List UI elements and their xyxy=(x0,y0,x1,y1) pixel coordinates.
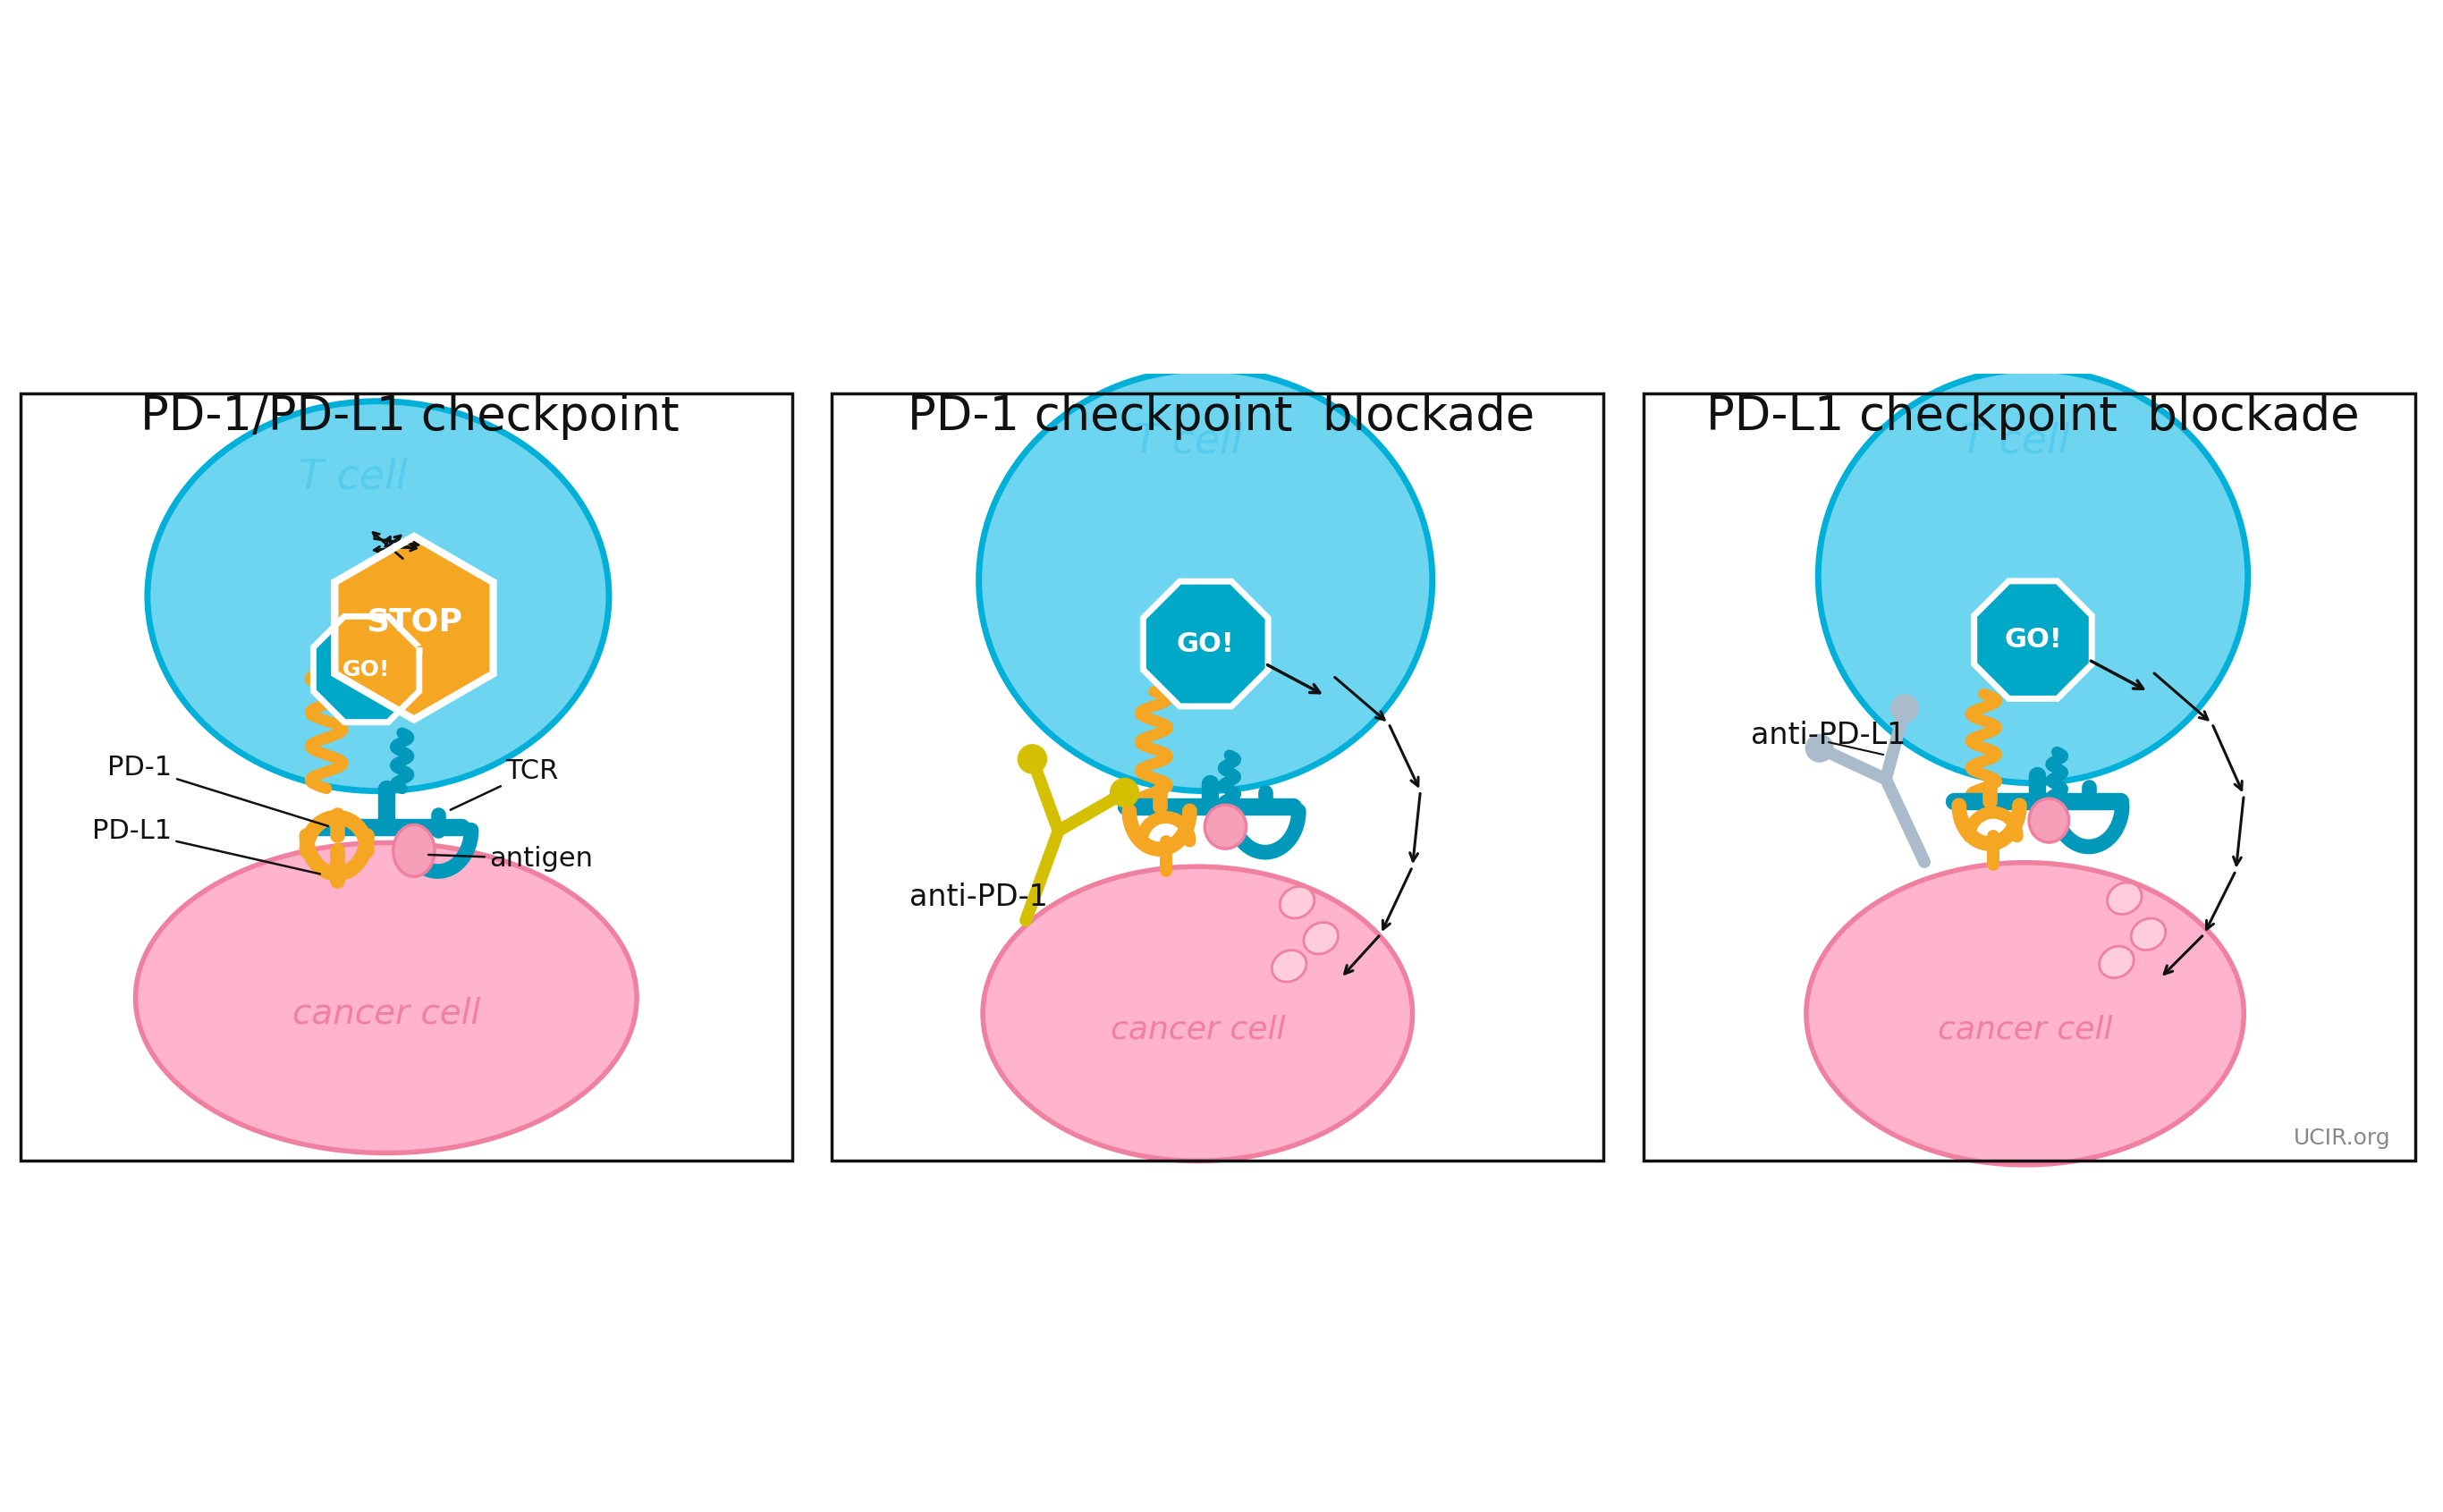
Ellipse shape xyxy=(2130,918,2164,950)
Text: TCR: TCR xyxy=(450,759,559,810)
Text: GO!: GO! xyxy=(2003,627,2062,653)
Circle shape xyxy=(1109,779,1138,807)
Text: PD-L1 checkpoint  blockade: PD-L1 checkpoint blockade xyxy=(1705,393,2360,440)
Text: antigen: antigen xyxy=(428,847,594,872)
Text: STOP: STOP xyxy=(366,606,462,637)
Text: UCIR.org: UCIR.org xyxy=(2294,1128,2392,1149)
Polygon shape xyxy=(313,617,420,723)
Text: cancer cell: cancer cell xyxy=(1937,1015,2113,1045)
Circle shape xyxy=(1891,694,1918,723)
Circle shape xyxy=(1805,735,1832,762)
Ellipse shape xyxy=(1204,804,1246,848)
Text: cancer cell: cancer cell xyxy=(1109,1015,1285,1045)
Polygon shape xyxy=(1143,582,1268,706)
Ellipse shape xyxy=(1273,950,1307,981)
Ellipse shape xyxy=(1818,369,2248,783)
Text: anti-PD-L1: anti-PD-L1 xyxy=(1752,721,1906,750)
Polygon shape xyxy=(1974,581,2091,699)
Text: GO!: GO! xyxy=(342,659,391,680)
Ellipse shape xyxy=(1805,863,2243,1164)
Text: GO!: GO! xyxy=(1178,631,1234,656)
Text: anti-PD-1: anti-PD-1 xyxy=(909,883,1048,912)
Ellipse shape xyxy=(147,401,608,791)
Ellipse shape xyxy=(1305,922,1339,954)
Text: T cell: T cell xyxy=(298,458,408,497)
Ellipse shape xyxy=(980,369,1432,791)
Text: T cell: T cell xyxy=(1134,422,1243,461)
Ellipse shape xyxy=(2099,947,2133,978)
Ellipse shape xyxy=(982,866,1412,1161)
Ellipse shape xyxy=(1280,886,1314,918)
Circle shape xyxy=(1019,745,1046,773)
Text: PD-L1: PD-L1 xyxy=(93,818,320,874)
Ellipse shape xyxy=(393,826,435,877)
Ellipse shape xyxy=(2108,883,2143,915)
Polygon shape xyxy=(335,537,493,720)
Text: PD-1 checkpoint  blockade: PD-1 checkpoint blockade xyxy=(909,393,1534,440)
Text: cancer cell: cancer cell xyxy=(293,996,481,1031)
Ellipse shape xyxy=(2030,798,2069,842)
Ellipse shape xyxy=(134,842,638,1154)
Text: PD-1/PD-L1 checkpoint: PD-1/PD-L1 checkpoint xyxy=(142,393,679,440)
Text: T cell: T cell xyxy=(1962,422,2069,461)
Text: PD-1: PD-1 xyxy=(107,754,327,826)
